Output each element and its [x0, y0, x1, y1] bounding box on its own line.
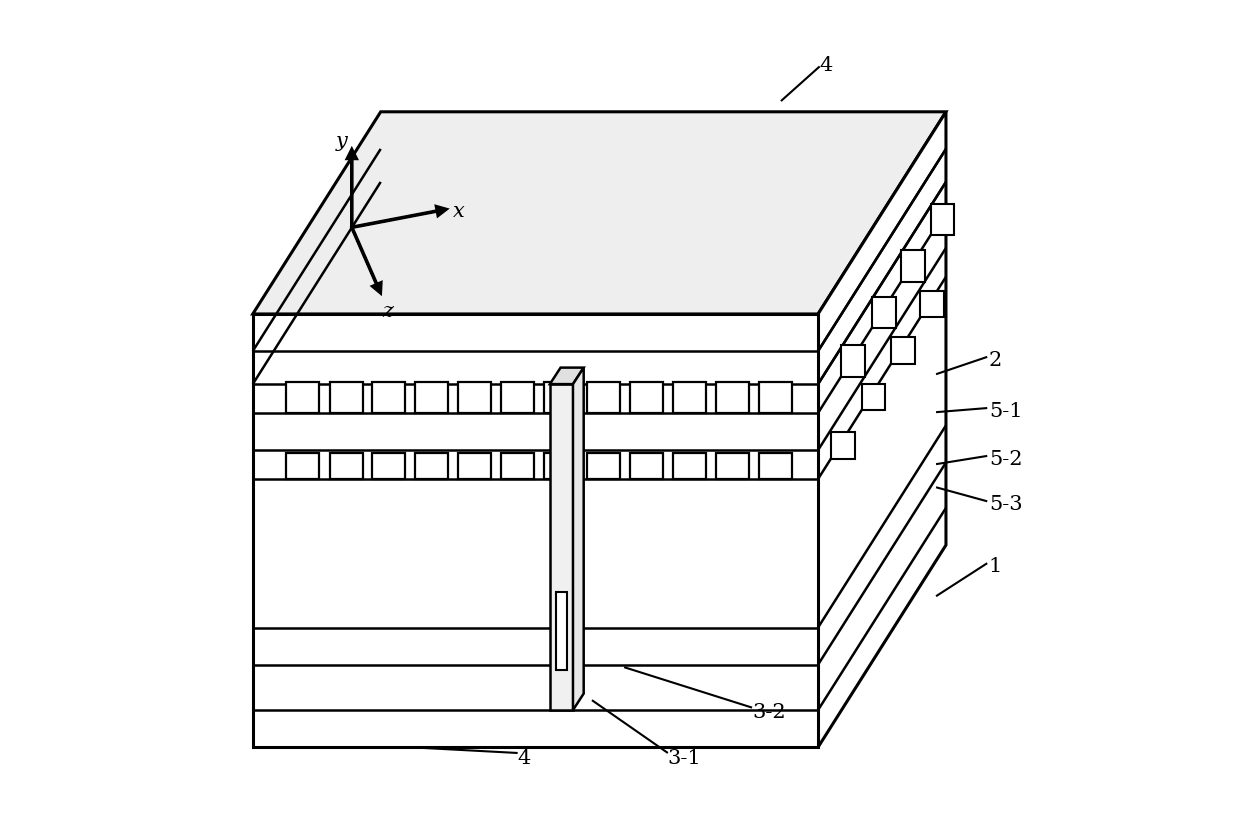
Polygon shape	[415, 453, 449, 480]
Polygon shape	[544, 382, 577, 414]
Polygon shape	[544, 453, 577, 480]
Polygon shape	[330, 453, 362, 480]
Polygon shape	[459, 453, 491, 480]
Polygon shape	[549, 368, 584, 385]
Polygon shape	[501, 382, 534, 414]
Polygon shape	[715, 382, 749, 414]
Polygon shape	[920, 291, 944, 318]
Polygon shape	[841, 346, 864, 377]
Polygon shape	[673, 453, 706, 480]
Polygon shape	[892, 338, 915, 365]
Text: 4: 4	[820, 56, 833, 75]
Polygon shape	[372, 453, 405, 480]
Text: 4: 4	[517, 748, 531, 767]
Text: x: x	[454, 202, 465, 221]
Text: 1: 1	[988, 557, 1002, 576]
Polygon shape	[501, 453, 534, 480]
FancyArrow shape	[347, 150, 357, 228]
Polygon shape	[415, 382, 449, 414]
Polygon shape	[330, 382, 362, 414]
Polygon shape	[715, 453, 749, 480]
Polygon shape	[285, 453, 319, 480]
Polygon shape	[673, 382, 706, 414]
Polygon shape	[818, 112, 946, 748]
Polygon shape	[253, 314, 818, 748]
Text: 5-3: 5-3	[988, 495, 1023, 514]
Polygon shape	[587, 382, 620, 414]
Text: 3-2: 3-2	[751, 702, 786, 721]
Polygon shape	[573, 368, 584, 710]
Text: 5-2: 5-2	[988, 449, 1022, 468]
Polygon shape	[549, 385, 573, 710]
Polygon shape	[587, 453, 620, 480]
FancyArrow shape	[352, 207, 446, 228]
Polygon shape	[759, 453, 791, 480]
Polygon shape	[459, 382, 491, 414]
Text: 2: 2	[988, 351, 1002, 370]
Polygon shape	[372, 382, 405, 414]
Polygon shape	[862, 385, 885, 411]
Polygon shape	[285, 382, 319, 414]
FancyArrow shape	[351, 228, 381, 294]
Polygon shape	[556, 592, 567, 671]
Polygon shape	[872, 298, 895, 328]
Polygon shape	[901, 251, 925, 282]
Text: y: y	[335, 132, 347, 151]
Text: 5-1: 5-1	[988, 402, 1023, 420]
Polygon shape	[253, 112, 946, 314]
Polygon shape	[630, 382, 663, 414]
Polygon shape	[759, 382, 791, 414]
Text: 3-1: 3-1	[668, 748, 702, 767]
Polygon shape	[630, 453, 663, 480]
Polygon shape	[930, 204, 955, 236]
Polygon shape	[831, 433, 854, 459]
Text: z: z	[382, 302, 393, 321]
